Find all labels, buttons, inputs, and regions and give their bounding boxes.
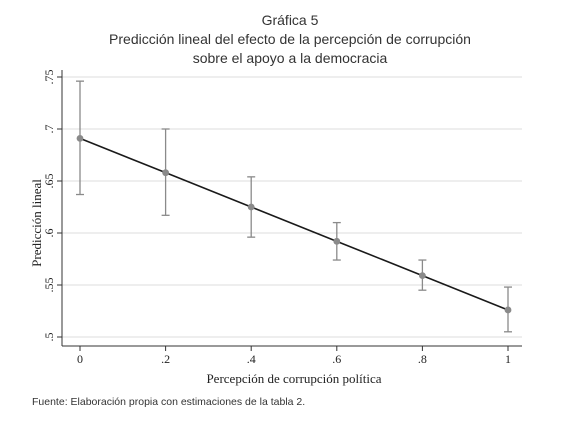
axes: .5 .55 .6 .65 .7 .75 0 .2 .4 .6 .8 1 bbox=[42, 70, 522, 366]
series-line bbox=[79, 137, 509, 311]
x-tick-label: 1 bbox=[505, 352, 511, 366]
y-tick-label: .65 bbox=[42, 174, 56, 189]
y-axis-label: Predicción lineal bbox=[29, 179, 44, 267]
x-tick-label: .2 bbox=[161, 352, 170, 366]
x-tick-label: 0 bbox=[77, 352, 83, 366]
chart-title-line2: sobre el apoyo a la democracia bbox=[192, 50, 388, 66]
y-tick-label: .55 bbox=[42, 278, 56, 293]
y-tick-label: .6 bbox=[42, 229, 56, 238]
y-tick-label: .75 bbox=[42, 70, 56, 85]
x-tick-label: .4 bbox=[247, 352, 256, 366]
data-point bbox=[162, 169, 170, 177]
data-point bbox=[247, 203, 255, 211]
data-point bbox=[504, 306, 512, 314]
y-tick-label: .7 bbox=[42, 125, 56, 134]
x-tick-label: .6 bbox=[332, 352, 341, 366]
x-tick-label: .8 bbox=[418, 352, 427, 366]
x-axis-label: Percepción de corrupción política bbox=[206, 371, 381, 386]
data-point bbox=[419, 272, 426, 280]
chart-title-line1: Predicción lineal del efecto de la perce… bbox=[109, 31, 471, 47]
source-note: Fuente: Elaboración propia con estimacio… bbox=[32, 396, 306, 408]
data-points bbox=[76, 134, 512, 314]
y-tick-label: .5 bbox=[42, 333, 56, 342]
data-point bbox=[333, 237, 341, 245]
gridlines bbox=[62, 76, 522, 338]
prediction-line bbox=[79, 137, 509, 311]
error-bars bbox=[76, 80, 512, 333]
data-point bbox=[76, 134, 84, 142]
figure-label: Gráfica 5 bbox=[261, 12, 319, 28]
